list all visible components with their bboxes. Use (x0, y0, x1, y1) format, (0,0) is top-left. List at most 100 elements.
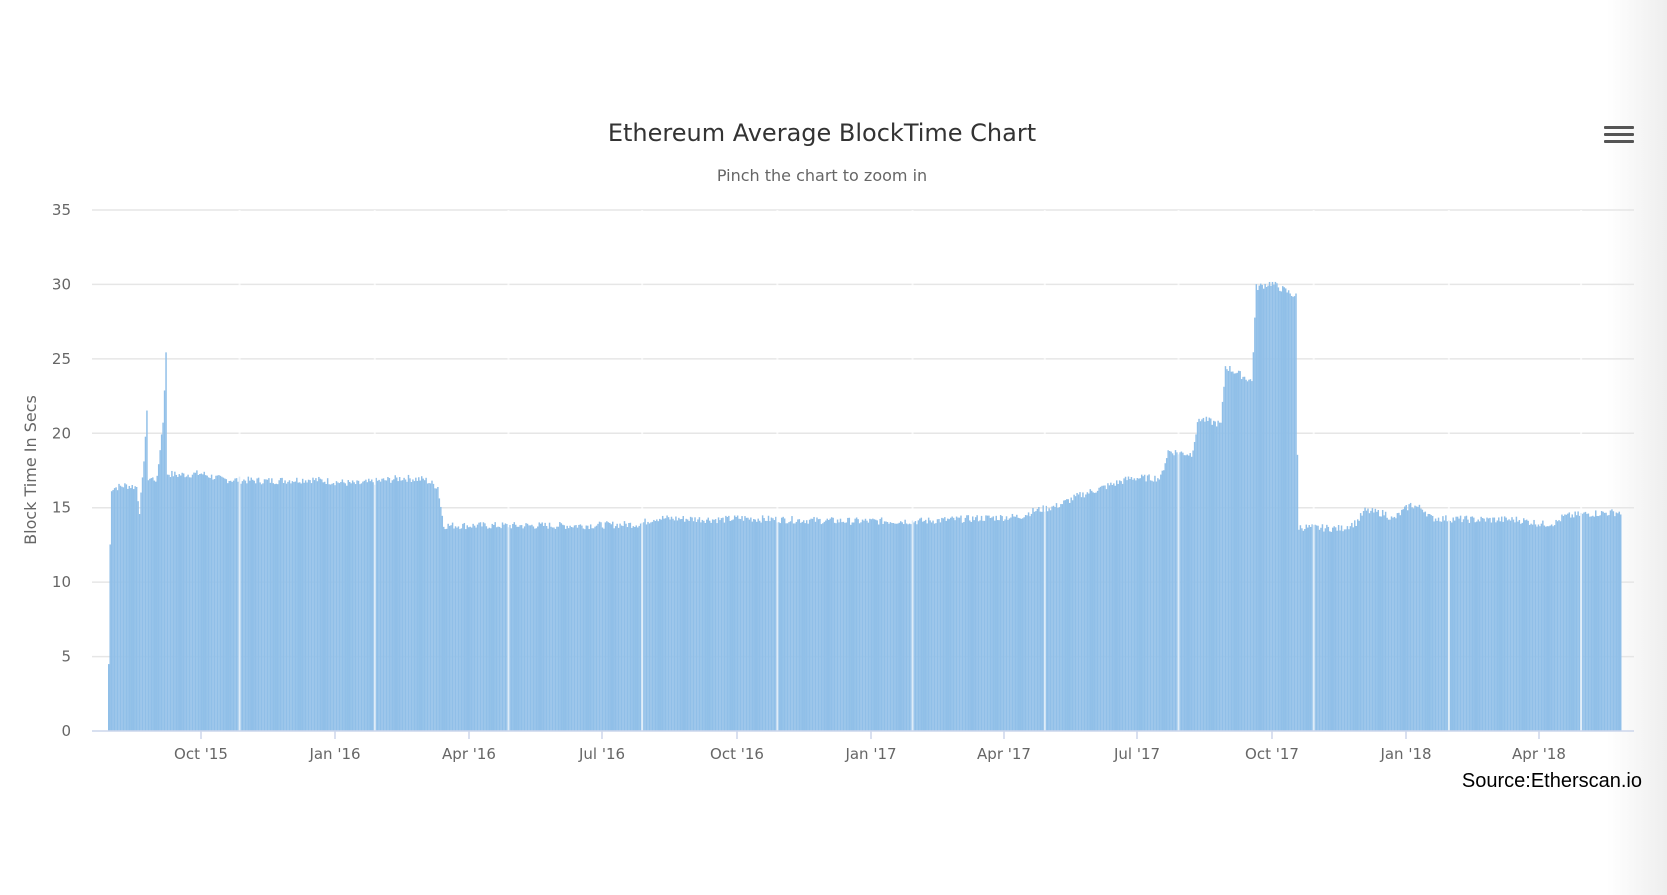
data-bar (1289, 293, 1291, 731)
data-bar (756, 521, 758, 731)
data-bar (356, 480, 358, 731)
data-bar (1180, 451, 1183, 731)
data-bar (613, 528, 615, 731)
data-bar (894, 523, 896, 731)
data-bar (260, 484, 263, 731)
data-bar (152, 477, 154, 731)
data-bar (684, 521, 686, 731)
data-bar (692, 521, 695, 731)
data-bar (290, 483, 292, 731)
data-bar (659, 518, 661, 731)
data-bar (647, 521, 649, 731)
data-bar (1440, 521, 1443, 731)
y-tick-label: 30 (52, 275, 71, 293)
data-bar (1581, 513, 1584, 731)
data-bar (883, 521, 886, 731)
data-bar (1384, 511, 1387, 731)
data-bar (1254, 317, 1256, 731)
data-bar (1577, 511, 1579, 731)
data-bar (1096, 490, 1099, 731)
data-bar (566, 525, 568, 731)
data-bar (484, 523, 486, 731)
data-bar (898, 522, 900, 731)
data-bar (409, 478, 411, 731)
data-bar (636, 527, 639, 731)
data-bar (1168, 451, 1171, 731)
data-bar (553, 527, 555, 731)
data-bar (1146, 475, 1149, 731)
data-bar (1333, 526, 1335, 731)
data-bar (679, 519, 682, 731)
data-bar (453, 528, 455, 731)
data-bar (1036, 508, 1039, 731)
data-bar (1567, 513, 1569, 731)
data-bar (1521, 522, 1524, 731)
data-bar (657, 521, 660, 731)
data-bar (481, 526, 483, 731)
data-bar (1462, 519, 1465, 731)
data-bar (276, 484, 279, 731)
data-bar (146, 410, 148, 731)
data-bar (891, 522, 893, 731)
data-bar (917, 520, 920, 731)
data-bar (957, 517, 959, 731)
data-bar (1411, 507, 1413, 731)
data-bar (788, 522, 790, 731)
data-bar (1612, 511, 1615, 731)
data-bar (1001, 516, 1003, 731)
data-bar (1089, 489, 1092, 731)
data-bar (938, 519, 940, 731)
data-bar (369, 481, 372, 731)
data-bar (1564, 514, 1566, 731)
data-bar (1618, 511, 1620, 731)
data-bar (159, 450, 161, 731)
data-bar (218, 475, 220, 731)
data-bar (187, 474, 189, 731)
data-bar (736, 515, 739, 731)
data-bar (1060, 504, 1062, 731)
data-bar (861, 519, 864, 731)
data-bar (1013, 516, 1015, 731)
data-bar (1496, 520, 1499, 731)
data-bar (1470, 516, 1472, 731)
data-bar (532, 526, 535, 731)
data-bar (867, 522, 870, 731)
data-bar (1428, 514, 1431, 731)
data-bar (495, 527, 498, 731)
data-bar (1208, 417, 1211, 731)
data-bar (594, 526, 596, 731)
data-bar (1456, 516, 1459, 731)
data-bar (263, 479, 266, 731)
data-bar (1102, 485, 1105, 731)
data-bar (1121, 483, 1124, 731)
data-bar (1536, 526, 1538, 731)
data-bar (225, 479, 228, 731)
data-bar (1165, 458, 1168, 731)
data-bar (451, 522, 454, 731)
data-bar (995, 515, 997, 731)
data-bar (246, 483, 248, 731)
data-bar (169, 477, 172, 731)
data-bar (817, 519, 820, 731)
x-tick-label: Apr '17 (977, 745, 1031, 763)
data-bar (426, 483, 429, 731)
data-bar (1301, 528, 1303, 731)
data-bar (863, 520, 865, 731)
data-bar (994, 520, 996, 731)
data-bar (820, 524, 823, 731)
chart-menu-button[interactable] (1604, 126, 1634, 148)
data-bar (472, 523, 474, 731)
data-bar (1452, 517, 1454, 731)
data-bar (1365, 510, 1368, 731)
data-bar (1343, 529, 1346, 731)
data-bar (772, 518, 774, 731)
data-bar (1276, 283, 1278, 731)
y-tick-label: 35 (52, 201, 71, 219)
data-bar (131, 485, 133, 731)
data-bar (750, 517, 752, 731)
data-bar (779, 523, 781, 731)
data-bar (501, 522, 504, 731)
data-bar (761, 515, 764, 731)
data-bar (1127, 476, 1130, 731)
data-bar (1271, 281, 1274, 731)
